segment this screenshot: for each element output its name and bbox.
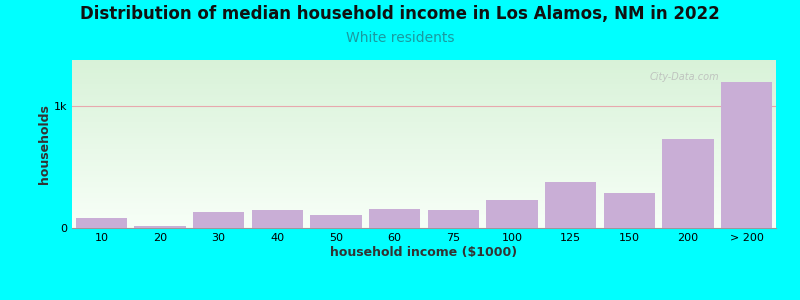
Text: City-Data.com: City-Data.com [650,72,719,82]
Bar [603,193,655,228]
Y-axis label: households: households [38,104,51,184]
Bar [545,182,597,228]
Bar [427,210,479,228]
Bar [251,210,303,228]
Bar [369,209,421,228]
Text: Distribution of median household income in Los Alamos, NM in 2022: Distribution of median household income … [80,4,720,22]
Bar [134,226,186,228]
X-axis label: household income ($1000): household income ($1000) [330,246,518,259]
Bar [75,218,127,228]
Bar [486,200,538,228]
Bar [662,139,714,228]
Text: White residents: White residents [346,32,454,46]
Bar [193,212,245,228]
Bar [721,82,773,228]
Bar [310,215,362,228]
